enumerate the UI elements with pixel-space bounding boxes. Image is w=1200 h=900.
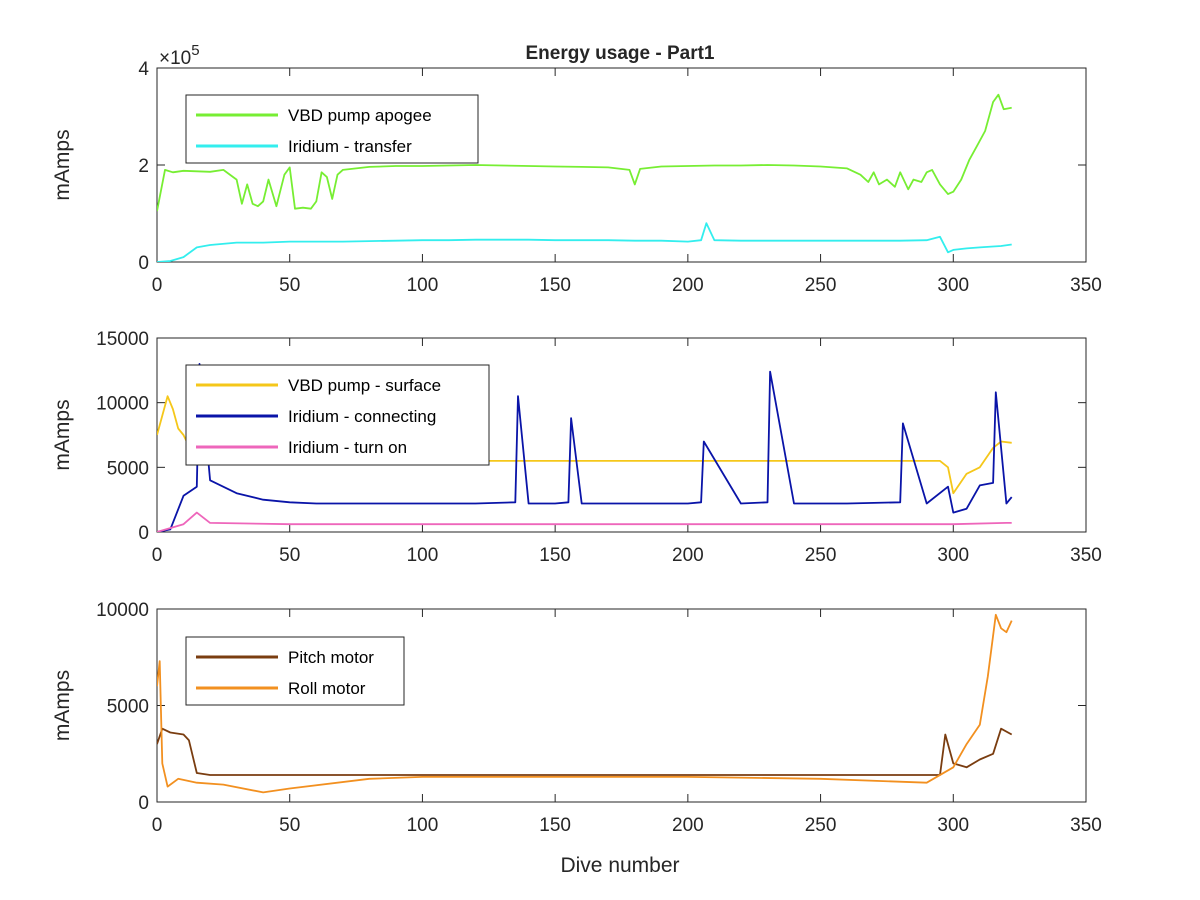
subplot-2: 0 50 100 150 200 250 300 350 0 5000 10000 15000 mAmp… xyxy=(51,329,1102,566)
x-tick-label: 250 xyxy=(805,275,837,296)
y-tick-label: 2 xyxy=(138,156,149,177)
x-tick-label: 50 xyxy=(279,545,300,566)
figure-x-axis-label: Dive number xyxy=(560,854,679,877)
x-tick-label: 0 xyxy=(152,275,163,296)
legend-box xyxy=(185,636,405,706)
legend: VBD pump - surface Iridium - connecting Ir… xyxy=(185,364,490,466)
y-tick-label: 5000 xyxy=(107,697,149,718)
y-tick-label: 10000 xyxy=(96,600,149,621)
y-tick-label: 5000 xyxy=(107,458,149,479)
x-tick-label: 100 xyxy=(407,275,439,296)
x-tick-label: 300 xyxy=(937,275,969,296)
y-axis-label: mAmps xyxy=(51,129,74,200)
x-tick-label: 100 xyxy=(407,545,439,566)
series-lines xyxy=(157,613,1013,794)
y-axis-label: mAmps xyxy=(51,670,74,741)
x-tick-label: 300 xyxy=(937,545,969,566)
legend-entry-label: VBD pump apogee xyxy=(288,106,432,125)
series-line-2 xyxy=(157,613,1013,794)
y-tick-label: 0 xyxy=(138,523,149,544)
x-tick-label: 350 xyxy=(1070,275,1102,296)
y-exponent-label: ×105 xyxy=(159,42,200,69)
x-tick-label: 0 xyxy=(152,545,163,566)
x-tick-label: 200 xyxy=(672,545,704,566)
legend-entry-label: Roll motor xyxy=(288,679,366,698)
x-tick-label: 0 xyxy=(152,815,163,836)
y-tick-label: 0 xyxy=(138,793,149,814)
series-line-1 xyxy=(157,727,1013,776)
x-tick-label: 250 xyxy=(805,815,837,836)
y-tick-label: 15000 xyxy=(96,329,149,350)
series-line-3 xyxy=(157,511,1012,532)
x-tick-label: 150 xyxy=(539,545,571,566)
series-line-2 xyxy=(157,362,1013,532)
x-tick-label: 200 xyxy=(672,275,704,296)
y-tick-label: 4 xyxy=(138,59,149,80)
legend: VBD pump apogee Iridium - transfer xyxy=(185,94,479,164)
series-line-1 xyxy=(157,93,1012,212)
subplot-1: 0 50 100 150 200 250 300 350 0 2 4 ×105 mAmps VBD pum… xyxy=(51,42,1102,296)
y-tick-label: 0 xyxy=(138,253,149,274)
legend: Pitch motor Roll motor xyxy=(185,636,405,706)
legend-entry-label: Pitch motor xyxy=(288,648,374,667)
subplot-panels: 0 50 100 150 200 250 300 350 0 2 4 ×105 mAmps VBD pum… xyxy=(51,42,1102,836)
x-tick-label: 150 xyxy=(539,275,571,296)
x-tick-label: 100 xyxy=(407,815,439,836)
x-tick-label: 50 xyxy=(279,275,300,296)
legend-entry-label: Iridium - turn on xyxy=(288,438,407,457)
subplot-3: 0 50 100 150 200 250 300 350 0 5000 10000 mAmps Pitc… xyxy=(51,600,1102,836)
legend-entry-label: Iridium - connecting xyxy=(288,407,436,426)
legend-box xyxy=(185,94,479,164)
x-tick-label: 300 xyxy=(937,815,969,836)
y-axis-label: mAmps xyxy=(51,399,74,470)
x-tick-label: 150 xyxy=(539,815,571,836)
series-line-1 xyxy=(157,395,1012,495)
series-lines xyxy=(157,362,1013,532)
x-tick-label: 250 xyxy=(805,545,837,566)
y-tick-label: 10000 xyxy=(96,394,149,415)
figure-title: Energy usage - Part1 xyxy=(525,43,714,64)
x-tick-label: 50 xyxy=(279,815,300,836)
x-tick-label: 350 xyxy=(1070,545,1102,566)
series-lines xyxy=(157,93,1012,262)
x-tick-label: 200 xyxy=(672,815,704,836)
series-line-2 xyxy=(157,222,1012,262)
legend-entry-label: VBD pump - surface xyxy=(288,376,441,395)
legend-entry-label: Iridium - transfer xyxy=(288,137,412,156)
x-tick-label: 350 xyxy=(1070,815,1102,836)
